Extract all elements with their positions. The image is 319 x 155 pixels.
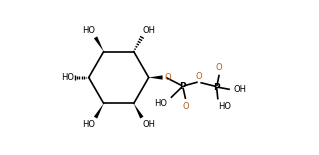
Text: OH: OH bbox=[143, 27, 156, 35]
Text: HO: HO bbox=[154, 99, 167, 108]
Text: P: P bbox=[213, 83, 220, 92]
Text: HO: HO bbox=[82, 27, 95, 35]
Text: OH: OH bbox=[143, 120, 156, 129]
Polygon shape bbox=[94, 104, 104, 119]
Text: HO: HO bbox=[61, 73, 74, 82]
Text: P: P bbox=[179, 82, 186, 91]
Text: HO: HO bbox=[219, 102, 232, 111]
Text: OH: OH bbox=[234, 85, 247, 94]
Polygon shape bbox=[149, 75, 163, 80]
Text: HO: HO bbox=[82, 120, 95, 129]
Polygon shape bbox=[94, 36, 104, 51]
Text: O: O bbox=[216, 63, 222, 72]
Polygon shape bbox=[134, 104, 144, 119]
Text: O: O bbox=[165, 73, 172, 82]
Text: O: O bbox=[196, 72, 203, 81]
Text: O: O bbox=[182, 102, 189, 111]
